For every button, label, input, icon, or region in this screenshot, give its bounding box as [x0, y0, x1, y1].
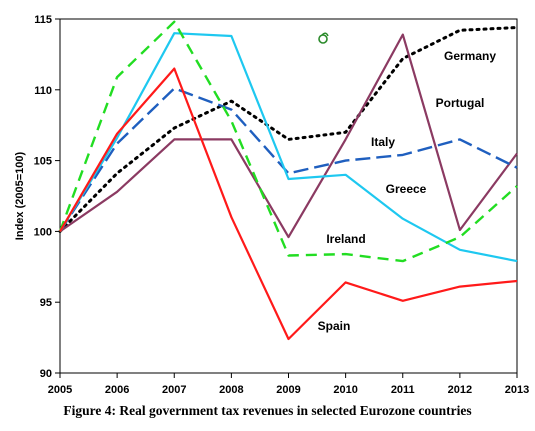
- y-tick-label: 115: [34, 14, 52, 26]
- series-line-italy: [58, 87, 518, 233]
- series-label-ireland: Ireland: [326, 232, 365, 246]
- line-chart: 90 95 100 105 110 115 2005 2006 2007 2008 2009 201…: [14, 14, 529, 396]
- x-axis: 2005 2006 2007 2008 2009 2010 2011 2012 2013: [48, 373, 529, 396]
- series-line-portugal: [59, 33, 518, 239]
- x-tick-label: 2010: [333, 384, 357, 396]
- y-tick-label: 110: [34, 85, 52, 97]
- series-label-portugal: Portugal: [436, 96, 485, 110]
- x-tick-label: 2005: [48, 384, 72, 396]
- series-label-greece: Greece: [386, 182, 427, 196]
- series-label-spain: Spain: [318, 319, 351, 333]
- x-tick-label: 2006: [105, 384, 129, 396]
- x-tick-label: 2012: [448, 384, 472, 396]
- y-tick-label: 95: [40, 297, 52, 309]
- x-tick-label: 2008: [219, 384, 243, 396]
- series-label-germany: Germany: [444, 49, 496, 63]
- series-line-germany: [58, 26, 519, 233]
- x-tick-label: 2007: [162, 384, 186, 396]
- series-line-ireland: [58, 20, 518, 263]
- series-label-italy: Italy: [371, 135, 395, 149]
- y-axis-label: Index (2005=100): [14, 151, 26, 240]
- plot-area: [59, 18, 518, 374]
- series-lines: [58, 20, 519, 341]
- figure-caption: Figure 4: Real government tax revenues i…: [63, 403, 472, 418]
- x-tick-label: 2009: [276, 384, 300, 396]
- series-line-spain: [59, 67, 518, 341]
- y-axis: 90 95 100 105 110 115: [34, 14, 60, 380]
- x-tick-label: 2013: [505, 384, 529, 396]
- series-labels: Germany Portugal Italy Greece Ireland Spain: [318, 49, 497, 333]
- y-tick-label: 90: [40, 368, 52, 380]
- series-line-greece: [59, 32, 518, 263]
- y-tick-label: 105: [34, 156, 52, 168]
- y-tick-label: 100: [34, 226, 52, 238]
- x-tick-label: 2011: [391, 384, 415, 396]
- swirl-icon: [318, 32, 329, 44]
